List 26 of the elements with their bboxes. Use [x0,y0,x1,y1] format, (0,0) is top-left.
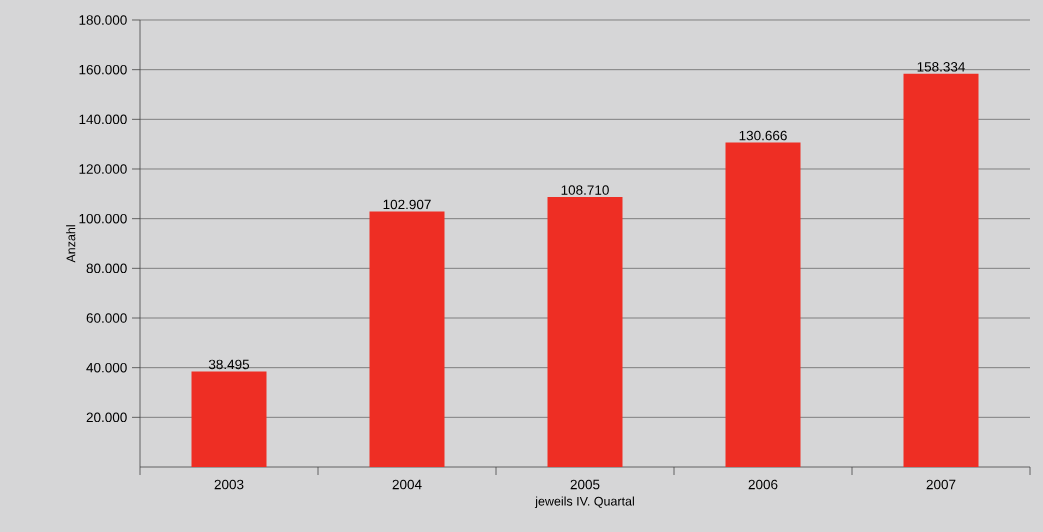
bar [547,197,623,467]
x-tick-label: 2007 [926,479,956,490]
data-label: 108.710 [561,185,609,195]
data-label: 102.907 [383,199,431,210]
y-tick-label: 180.000 [79,15,127,25]
data-label: 38.495 [208,359,250,370]
y-tick-label: 40.000 [86,362,127,373]
bar [903,73,979,467]
y-tick-label: 100.000 [79,213,127,224]
data-label: 130.666 [739,130,787,141]
bar [725,142,801,467]
bar [369,211,445,467]
y-tick-label: 20.000 [86,412,127,423]
y-axis-title: Anzahl [66,225,76,263]
y-tick-label: 80.000 [86,263,127,274]
x-tick-label: 2003 [214,479,244,490]
y-tick-label: 160.000 [79,64,127,75]
bar [191,371,267,467]
data-label: 158.334 [917,62,965,72]
y-tick-label: 120.000 [79,164,127,174]
x-tick-label: 2004 [392,479,422,490]
y-tick-label: 140.000 [79,114,127,125]
x-tick-label: 2005 [570,479,600,490]
x-axis-title: jeweils IV. Quartal [534,496,634,509]
x-tick-label: 2006 [748,479,778,490]
y-tick-label: 60.000 [86,313,127,323]
